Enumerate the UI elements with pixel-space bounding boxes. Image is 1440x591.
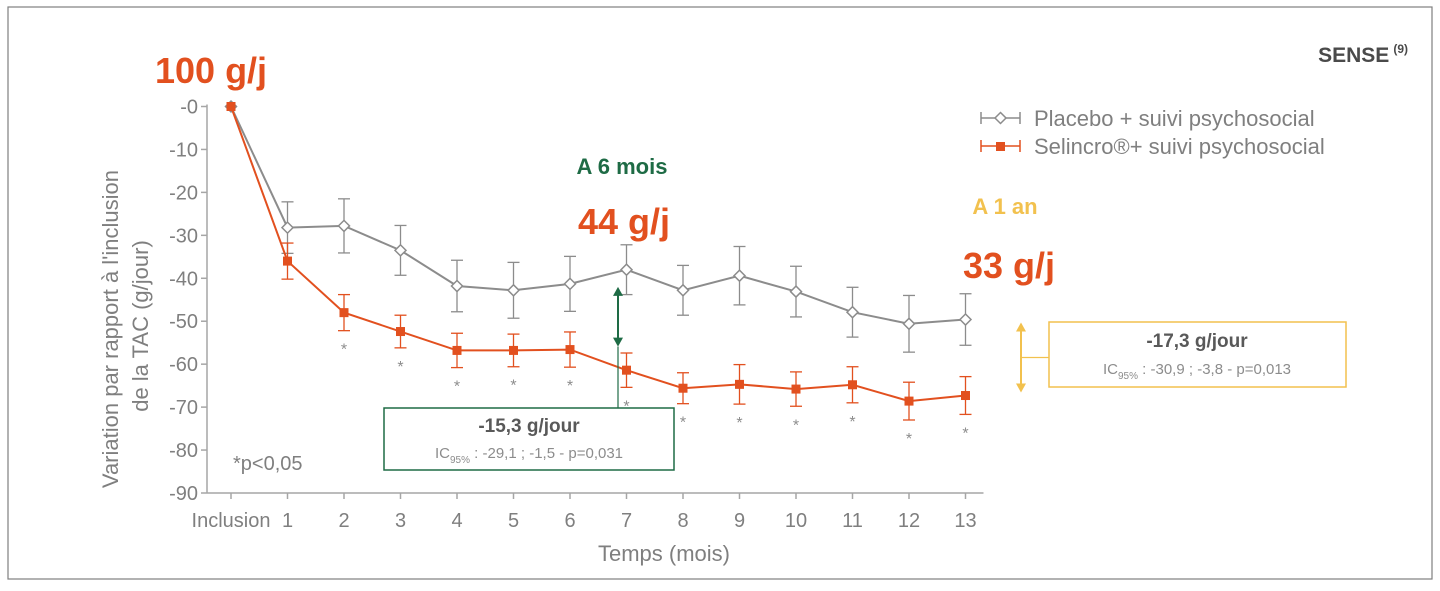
x-tick-label: Inclusion: [192, 510, 271, 532]
data-point: [961, 391, 970, 401]
x-tick-label: 11: [842, 510, 863, 532]
data-point: [565, 345, 575, 355]
one-year-title: A 1 an: [972, 194, 1037, 219]
x-tick-label: 8: [677, 510, 688, 532]
data-point: [450, 279, 464, 293]
y-tick-label: -70: [169, 397, 198, 419]
y-tick-label: -10: [169, 139, 198, 161]
significance-note: *p<0,05: [233, 453, 303, 475]
data-point: [732, 269, 747, 283]
x-axis-label: Temps (mois): [598, 541, 730, 566]
one-year-arrow-head-top: [1016, 322, 1026, 332]
y-axis-label: Variation par rapport à l'inclusion de l…: [98, 164, 153, 488]
significance-star: *: [510, 378, 516, 395]
data-point: [735, 379, 744, 389]
significance-star: *: [623, 398, 629, 415]
x-tick-label: 3: [395, 510, 406, 532]
significance-star: *: [962, 425, 968, 442]
one-year-diff-arrow: [1016, 322, 1049, 393]
y-tick-label: -50: [169, 311, 198, 333]
data-point: [619, 263, 634, 277]
data-point: [904, 396, 914, 406]
legend-marker-placebo: [993, 111, 1008, 125]
significance-star: *: [906, 431, 912, 448]
six-month-diff-arrow: [613, 286, 623, 408]
one-year-diff-value: -17,3 g/jour: [1146, 331, 1248, 352]
legend: Placebo + suivi psychosocial Selincro®+ …: [980, 106, 1325, 159]
y-tick-label: -40: [169, 268, 198, 290]
data-point: [678, 383, 688, 393]
data-point: [506, 283, 521, 297]
data-point: [339, 308, 349, 318]
six-month-diff-box: [383, 407, 675, 471]
one-year-ci: IC95% : -30,9 ; -3,8 - p=0,013: [1103, 361, 1291, 382]
legend-label-selincro: Selincro®+ suivi psychosocial: [1034, 134, 1325, 159]
x-tick-label: 4: [451, 510, 462, 532]
significance-star: *: [397, 359, 403, 376]
x-tick-label: 13: [954, 510, 976, 532]
x-tick-label: 10: [785, 510, 807, 532]
significance-star: *: [680, 415, 686, 432]
legend-marker-selincro: [996, 142, 1005, 151]
data-point: [791, 384, 801, 394]
data-point: [848, 380, 857, 390]
data-point: [622, 365, 631, 375]
data-point: [902, 317, 916, 331]
chart-border: [7, 6, 1433, 580]
x-tick-label: 7: [621, 510, 632, 532]
series-placebo: [224, 99, 973, 353]
one-year-arrow-head-bottom: [1016, 383, 1026, 393]
data-point: [509, 345, 518, 355]
data-point: [337, 219, 351, 233]
x-tick-label: 6: [564, 510, 575, 532]
data-point: [226, 102, 236, 111]
series-selincro: [226, 102, 972, 421]
data-point: [393, 243, 408, 257]
y-tick-label: -20: [169, 182, 198, 204]
data-point: [280, 221, 295, 235]
y-tick-label: -0: [180, 97, 198, 119]
x-tick-label: 1: [282, 510, 293, 532]
y-tick-label: -80: [169, 440, 198, 462]
six-month-title: A 6 mois: [577, 154, 668, 179]
y-tick-label: -60: [169, 354, 198, 376]
data-point: [958, 312, 973, 327]
one-year-diff-box: [1048, 321, 1347, 388]
x-tick-label: 2: [338, 510, 349, 532]
six-month-arrow-head-bottom: [613, 337, 623, 347]
y-tick-label: -90: [169, 483, 198, 505]
six-month-arrow-head-top: [613, 286, 623, 296]
series-line: [230, 106, 966, 403]
series-layer: [224, 99, 973, 421]
x-tick-label: 12: [898, 510, 920, 532]
one-year-value: 33 g/j: [963, 245, 1055, 286]
baseline-label: 100 g/j: [155, 50, 267, 91]
six-month-diff-value: -15,3 g/jour: [478, 416, 580, 437]
legend-label-placebo: Placebo + suivi psychosocial: [1034, 106, 1315, 131]
significance-star: *: [849, 414, 855, 431]
significance-star: *: [454, 379, 460, 396]
significance-star: *: [567, 378, 573, 395]
x-tick-label: 9: [734, 510, 745, 532]
significance-star: *: [341, 342, 347, 359]
data-point: [789, 285, 803, 299]
data-point: [452, 345, 462, 355]
data-point: [845, 305, 860, 319]
series-line: [230, 106, 966, 325]
y-tick-label: -30: [169, 225, 198, 247]
x-tick-label: 5: [508, 510, 519, 532]
data-point: [283, 256, 292, 266]
significance-star: *: [793, 417, 799, 434]
source-title: SENSE (9): [1318, 42, 1408, 67]
six-month-value: 44 g/j: [578, 201, 670, 242]
data-point: [563, 277, 577, 291]
data-point: [396, 327, 405, 337]
data-point: [676, 283, 690, 297]
significance-star: *: [736, 415, 742, 432]
significance-layer: * * * * * * * * * * * *: [341, 342, 969, 448]
six-month-ci: IC95% : -29,1 ; -1,5 - p=0,031: [435, 445, 623, 466]
